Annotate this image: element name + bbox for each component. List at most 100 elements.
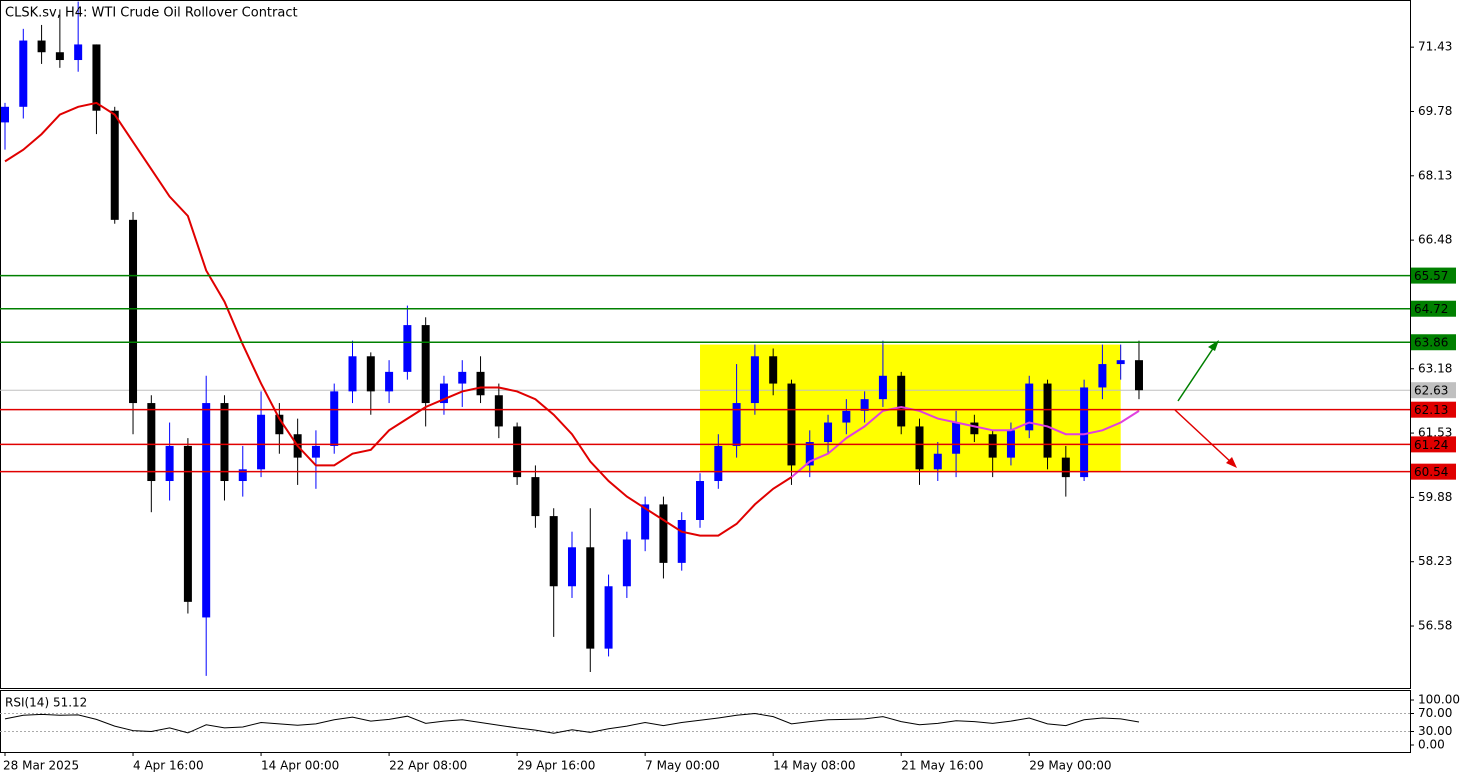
candle-body <box>311 445 320 458</box>
candle-body <box>641 504 650 540</box>
up-arrow <box>1177 343 1217 402</box>
candle-body <box>202 403 211 618</box>
candle-body <box>586 547 595 649</box>
x-tick-label: 29 May 00:00 <box>1029 759 1111 773</box>
x-tick-label: 14 Apr 00:00 <box>261 759 339 773</box>
range-zone <box>700 344 1121 472</box>
candle-body <box>147 403 156 482</box>
y-tick-label: 69.78 <box>1418 104 1452 118</box>
candle-body <box>677 519 686 563</box>
candle-body <box>74 44 83 61</box>
candle-body <box>257 414 266 470</box>
y-tick-label: 56.58 <box>1418 619 1452 633</box>
candle-body <box>787 383 796 466</box>
rsi-tick-label: 30.00 <box>1418 724 1452 738</box>
rsi-tick-label: 0.00 <box>1418 738 1445 752</box>
x-tick-label: 14 May 08:00 <box>773 759 855 773</box>
candle-body <box>494 395 503 427</box>
candle-body <box>732 403 741 446</box>
candle-body <box>714 445 723 482</box>
level-label: 61.24 <box>1414 438 1448 452</box>
candle-body <box>19 40 28 107</box>
y-tick-label: 61.53 <box>1418 426 1452 440</box>
candle-body <box>805 442 814 466</box>
rsi-tick-label: 70.00 <box>1418 706 1452 720</box>
candle-body <box>238 469 247 482</box>
candle-body <box>696 481 705 520</box>
current-price-label: 62.63 <box>1414 384 1448 398</box>
candle-body <box>769 356 778 384</box>
level-label: 63.86 <box>1414 336 1448 350</box>
y-tick-label: 71.43 <box>1418 40 1452 54</box>
candle-body <box>1043 383 1052 458</box>
level-label-bg <box>1411 267 1456 284</box>
level-label-bg <box>1411 300 1456 317</box>
y-tick-label: 59.88 <box>1418 490 1452 504</box>
candle-body <box>165 445 174 482</box>
rsi-panel <box>0 690 1411 753</box>
up-arrow-head <box>1208 340 1219 351</box>
candle-body <box>933 453 942 470</box>
x-tick-label: 29 Apr 16:00 <box>517 759 595 773</box>
down-arrow-head <box>1226 457 1237 468</box>
level-label-bg <box>1411 463 1456 480</box>
moving-average <box>790 405 1140 478</box>
candle-body <box>1 106 9 123</box>
candle-body <box>531 477 540 517</box>
candle-body <box>659 504 668 563</box>
candle-body <box>549 516 558 587</box>
candle-body <box>129 219 138 404</box>
level-label: 65.57 <box>1414 269 1448 283</box>
candle-body <box>970 422 979 435</box>
y-tick-label: 68.13 <box>1418 168 1452 182</box>
current-price-label-bg <box>1411 382 1456 399</box>
candle-body <box>1134 360 1143 391</box>
y-tick-label: 63.18 <box>1418 361 1452 375</box>
candle-body <box>622 539 631 587</box>
candle-body <box>366 356 375 392</box>
chart-title: CLSK.sv, H4: WTI Crude Oil Rollover Cont… <box>5 6 298 21</box>
candle-body <box>824 422 833 443</box>
candle-body <box>330 391 339 446</box>
candle-body <box>275 414 284 435</box>
rsi-line <box>4 712 1140 734</box>
candle-body <box>878 375 887 400</box>
level-label-bg <box>1411 401 1456 418</box>
price-panel <box>0 0 1411 689</box>
candle-body <box>952 422 961 454</box>
y-tick-label: 58.23 <box>1418 554 1452 568</box>
candle-body <box>92 44 101 111</box>
candle-body <box>860 399 869 411</box>
candle-body <box>476 371 485 396</box>
level-label: 60.54 <box>1414 465 1448 479</box>
candle-body <box>1025 383 1034 431</box>
rsi-tick-label: 100.00 <box>1418 693 1460 707</box>
candle-body <box>988 434 997 458</box>
candle-body <box>37 40 46 53</box>
x-tick-label: 21 May 16:00 <box>901 759 983 773</box>
candle-body <box>421 325 430 404</box>
candle-body <box>55 52 64 61</box>
down-arrow <box>1174 409 1234 465</box>
candle-body <box>1061 457 1070 478</box>
candle-body <box>897 375 906 427</box>
x-tick-label: 22 Apr 08:00 <box>389 759 467 773</box>
candle-body <box>513 426 522 478</box>
rsi-label: RSI(14) 51.12 <box>5 696 87 710</box>
candle-body <box>458 371 467 384</box>
candle-body <box>1080 387 1089 478</box>
candle-body <box>110 110 119 220</box>
candle-body <box>348 356 357 392</box>
candle-body <box>604 586 613 649</box>
candle-body <box>842 410 851 423</box>
candle-body <box>183 445 192 602</box>
candle-body <box>567 547 576 587</box>
candle-body <box>220 403 229 482</box>
x-tick-label: 28 Mar 2025 <box>3 759 79 773</box>
x-tick-label: 7 May 00:00 <box>645 759 720 773</box>
candle-body <box>750 356 759 404</box>
y-tick-label: 66.48 <box>1418 233 1452 247</box>
moving-average <box>4 101 793 537</box>
candle-body <box>915 426 924 470</box>
